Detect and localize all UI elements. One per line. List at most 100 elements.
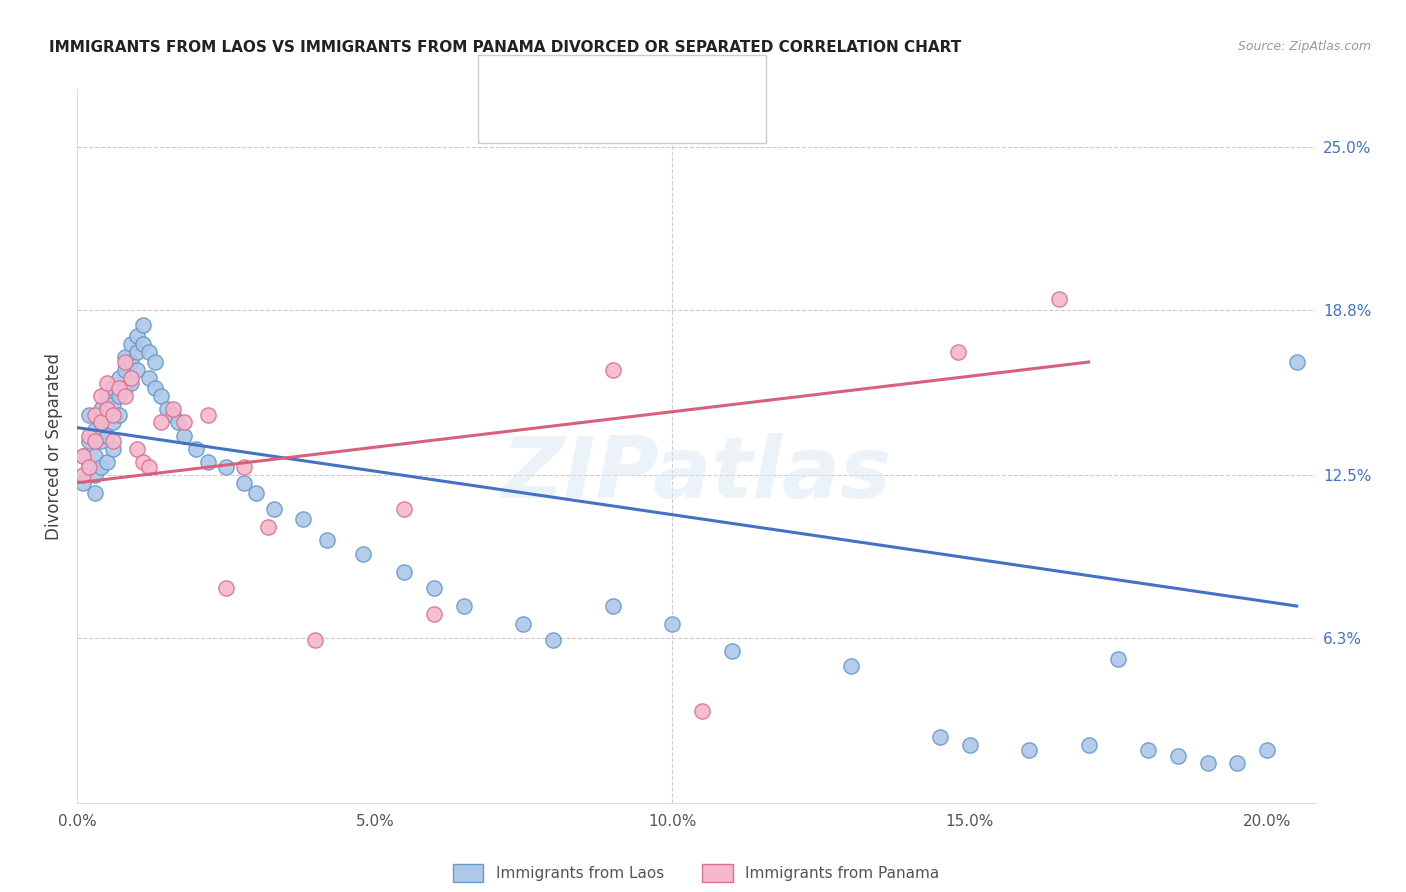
Point: [101, 434, 124, 448]
Point: [232, 460, 254, 475]
Point: [72, 467, 94, 482]
Point: [1226, 756, 1249, 771]
Point: [1047, 292, 1070, 306]
Text: N =: N =: [614, 71, 662, 89]
Point: [72, 450, 94, 464]
Point: [120, 376, 142, 390]
Text: R =: R =: [533, 107, 569, 125]
Point: [114, 355, 136, 369]
Point: [84, 450, 107, 464]
Point: [232, 475, 254, 490]
Point: [101, 381, 124, 395]
Point: [149, 389, 172, 403]
Point: [959, 738, 981, 752]
Text: -0.313: -0.313: [565, 71, 624, 89]
Point: [114, 381, 136, 395]
Point: [114, 363, 136, 377]
Point: [84, 423, 107, 437]
Point: [96, 389, 118, 403]
Text: Source: ZipAtlas.com: Source: ZipAtlas.com: [1237, 40, 1371, 54]
Point: [316, 533, 339, 548]
Point: [512, 617, 534, 632]
Text: 0.209: 0.209: [565, 107, 617, 125]
Point: [96, 455, 118, 469]
Point: [132, 318, 155, 333]
Point: [77, 408, 100, 422]
Point: [946, 344, 969, 359]
Point: [84, 467, 107, 482]
Point: [1197, 756, 1219, 771]
Point: [173, 428, 195, 442]
Point: [602, 599, 624, 613]
Point: [215, 460, 238, 475]
Point: [77, 460, 100, 475]
Point: [132, 336, 155, 351]
Point: [84, 486, 107, 500]
Point: [84, 434, 107, 448]
Point: [108, 408, 131, 422]
Point: [197, 408, 219, 422]
Point: [173, 416, 195, 430]
Point: [263, 502, 285, 516]
Point: [72, 450, 94, 464]
Legend: Immigrants from Laos, Immigrants from Panama: Immigrants from Laos, Immigrants from Pa…: [447, 858, 945, 888]
Point: [90, 389, 112, 403]
Point: [167, 416, 190, 430]
Text: N =: N =: [614, 107, 662, 125]
Point: [125, 344, 148, 359]
Point: [84, 408, 107, 422]
Point: [101, 442, 124, 456]
Point: [77, 434, 100, 448]
Point: [720, 643, 742, 657]
Point: [453, 599, 475, 613]
Point: [96, 408, 118, 422]
Point: [162, 408, 184, 422]
Point: [101, 408, 124, 422]
Point: [77, 460, 100, 475]
Point: [114, 350, 136, 364]
Point: [352, 547, 374, 561]
Point: [114, 389, 136, 403]
Point: [602, 363, 624, 377]
Point: [101, 416, 124, 430]
Point: [162, 402, 184, 417]
Point: [138, 460, 160, 475]
Text: 73: 73: [657, 71, 681, 89]
Point: [1137, 743, 1160, 757]
Point: [1107, 651, 1129, 665]
Text: ZIPatlas: ZIPatlas: [501, 433, 891, 516]
Point: [661, 617, 683, 632]
Point: [1018, 743, 1040, 757]
Point: [125, 363, 148, 377]
Point: [90, 434, 112, 448]
Point: [120, 371, 142, 385]
Point: [96, 376, 118, 390]
Y-axis label: Divorced or Separated: Divorced or Separated: [45, 352, 63, 540]
Point: [90, 416, 112, 430]
Point: [108, 381, 131, 395]
Point: [245, 486, 267, 500]
Point: [394, 502, 416, 516]
Text: IMMIGRANTS FROM LAOS VS IMMIGRANTS FROM PANAMA DIVORCED OR SEPARATED CORRELATION: IMMIGRANTS FROM LAOS VS IMMIGRANTS FROM …: [49, 40, 962, 55]
Point: [143, 381, 166, 395]
Point: [90, 460, 112, 475]
Point: [77, 428, 100, 442]
Point: [1167, 748, 1189, 763]
Point: [186, 442, 208, 456]
Point: [1077, 738, 1099, 752]
Point: [108, 389, 131, 403]
Point: [125, 328, 148, 343]
Point: [292, 512, 315, 526]
Point: [143, 355, 166, 369]
Point: [96, 402, 118, 417]
Point: [90, 402, 112, 417]
Point: [125, 442, 148, 456]
Point: [423, 607, 446, 621]
Point: [541, 633, 564, 648]
Point: [256, 520, 278, 534]
Point: [96, 428, 118, 442]
Point: [1285, 355, 1308, 369]
Point: [138, 344, 160, 359]
Text: 33: 33: [657, 107, 681, 125]
Point: [839, 659, 862, 673]
